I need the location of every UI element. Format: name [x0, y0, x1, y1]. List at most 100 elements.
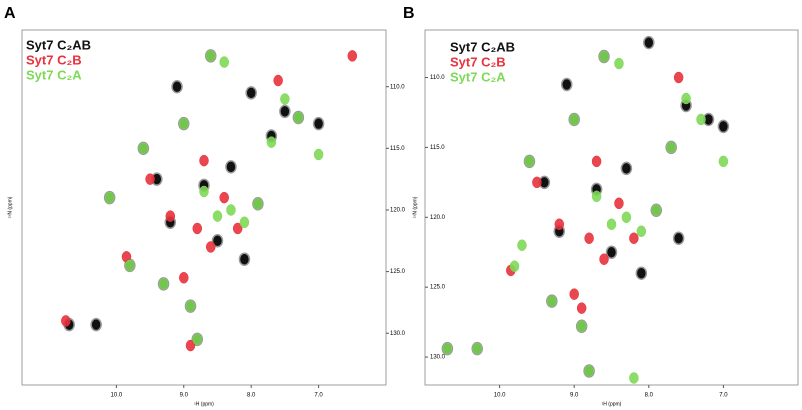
peak [185, 339, 196, 352]
peak [696, 113, 706, 126]
y-tick-label: 125.0 [390, 269, 406, 275]
peak [584, 365, 594, 377]
peak [599, 253, 609, 265]
x-tick-label: 10.0 [111, 393, 123, 399]
y-tick-label: 120.0 [390, 208, 406, 214]
peak [205, 241, 216, 253]
peak [219, 56, 229, 68]
panel-label: B [403, 5, 415, 22]
peak [312, 116, 325, 131]
peak [591, 155, 602, 168]
peak [554, 218, 565, 231]
legend-entry: Syt7 C₂AB [26, 37, 91, 52]
peak [199, 154, 209, 167]
peak [293, 111, 304, 124]
peak [681, 92, 691, 105]
y-tick-label: 125.0 [430, 285, 446, 291]
x-tick-label: 8.0 [645, 393, 654, 399]
peak [192, 333, 203, 346]
peak [104, 191, 115, 204]
peak [219, 191, 229, 204]
panel-label: A [4, 5, 16, 22]
peak [606, 218, 617, 231]
x-tick-label: 7.0 [719, 393, 728, 399]
peak [442, 342, 453, 355]
peak [165, 210, 176, 222]
peak [192, 222, 203, 235]
legend-entry: Syt7 C₂A [26, 67, 82, 82]
legend-entry: Syt7 C₂A [450, 69, 506, 84]
peak [138, 142, 149, 155]
peak [614, 57, 624, 70]
peak [621, 211, 632, 224]
peak [569, 288, 579, 300]
peak [584, 232, 594, 244]
y-axis-label: ¹⁵N (ppm) [7, 196, 13, 218]
peak [211, 234, 224, 248]
peak [313, 148, 324, 161]
peak [576, 302, 587, 314]
peak [569, 113, 579, 126]
peak [547, 295, 557, 307]
x-tick-label: 9.0 [570, 393, 579, 399]
peak [472, 342, 482, 355]
peak [560, 77, 573, 92]
y-axis-label: ¹⁵N (ppm) [412, 196, 418, 218]
peak [226, 204, 236, 216]
peak [179, 272, 189, 284]
peak [635, 266, 648, 280]
y-tick-label: 115.0 [430, 145, 445, 151]
peak [524, 155, 535, 168]
peak [614, 197, 624, 210]
y-tick-label: 110.0 [430, 75, 445, 81]
peak [620, 161, 633, 176]
peak [185, 300, 196, 312]
legend-entry: Syt7 C₂B [26, 52, 82, 67]
y-tick-label: 130.0 [430, 355, 446, 361]
peak [629, 372, 639, 384]
peak [245, 86, 257, 100]
plot-frame [21, 29, 387, 386]
peak [90, 317, 102, 332]
peak [532, 176, 542, 189]
peak [253, 198, 263, 210]
peak [666, 141, 676, 154]
peak [266, 136, 277, 148]
peak [672, 231, 685, 245]
peak [273, 74, 283, 87]
peak [179, 117, 189, 130]
peak [145, 173, 155, 185]
y-tick-label: 130.0 [390, 331, 406, 337]
peak [347, 50, 358, 62]
legend-entry: Syt7 C₂AB [450, 39, 515, 54]
peak [61, 315, 71, 327]
peak [199, 185, 209, 198]
peak [239, 216, 250, 229]
peak [636, 225, 647, 238]
peak [591, 190, 602, 203]
x-axis-label: ¹H (ppm) [602, 401, 622, 407]
peak [599, 50, 609, 63]
peak [279, 104, 291, 119]
peak [673, 71, 684, 84]
peak [643, 35, 655, 50]
x-tick-label: 9.0 [180, 393, 189, 399]
peak [629, 232, 639, 244]
peak [225, 160, 237, 174]
legend-entry: Syt7 C₂B [450, 54, 506, 69]
peak [158, 278, 169, 290]
peak [171, 79, 183, 94]
peak [605, 245, 618, 259]
y-tick-label: 120.0 [430, 215, 446, 221]
plot-frame [424, 29, 799, 386]
x-tick-label: 8.0 [247, 393, 256, 399]
peak [576, 320, 587, 333]
peak [718, 155, 729, 168]
peak [125, 259, 135, 272]
peak [509, 260, 520, 272]
peak [205, 50, 216, 62]
peak [651, 204, 662, 217]
peak [232, 222, 243, 235]
peak [517, 239, 527, 251]
